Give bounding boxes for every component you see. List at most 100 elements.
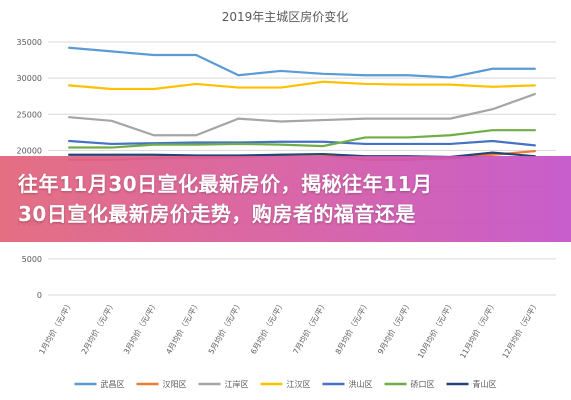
data-point xyxy=(406,143,409,145)
data-point xyxy=(237,74,240,77)
data-point xyxy=(68,153,71,156)
x-tick-label: 2月均价（元/平） xyxy=(79,299,118,356)
y-tick-label: 20000 xyxy=(17,146,42,155)
data-point xyxy=(152,54,155,56)
legend: 武昌区 汉阳区 江岸区 江汉区 洪山区 硚口区 青山区 xyxy=(74,379,497,389)
chart-title: 2019年主城区房价变化 xyxy=(222,9,349,24)
x-tick-label: 5月均价（元/平） xyxy=(206,299,245,356)
data-point xyxy=(533,144,536,147)
x-tick-label: 3月均价（元/平） xyxy=(121,299,160,356)
series-layer xyxy=(68,46,536,161)
data-point xyxy=(449,143,452,145)
headline-line-1: 往年11月30日宣化最新房价，揭秘往年11月 xyxy=(18,172,433,196)
data-point xyxy=(279,70,282,72)
series-line xyxy=(68,129,536,149)
data-point xyxy=(491,151,494,154)
data-point xyxy=(237,86,240,89)
data-point xyxy=(491,153,494,156)
data-point xyxy=(491,108,494,111)
series-line xyxy=(68,80,536,91)
data-point xyxy=(152,88,155,90)
data-point xyxy=(322,72,325,75)
data-point xyxy=(322,140,325,143)
data-point xyxy=(322,153,325,155)
series-line xyxy=(68,139,536,147)
legend-label: 洪山区 xyxy=(349,379,373,389)
legend-label: 硚口区 xyxy=(411,380,435,389)
data-point xyxy=(449,76,452,79)
data-point xyxy=(533,84,536,87)
data-point xyxy=(491,85,494,88)
data-point xyxy=(533,129,536,132)
data-point xyxy=(279,120,282,123)
data-point xyxy=(152,153,155,156)
legend-label: 江岸区 xyxy=(225,380,249,389)
headline-line-2: 30日宣化最新房价走势，购房者的福音还是 xyxy=(18,202,416,226)
legend-label: 江汉区 xyxy=(287,380,311,389)
data-point xyxy=(195,141,198,144)
x-tick-label: 10月均价（元/平） xyxy=(415,299,456,360)
series-line xyxy=(68,92,536,137)
data-point xyxy=(195,134,198,137)
data-point xyxy=(110,88,113,90)
x-tick-label: 8月均价（元/平） xyxy=(333,299,372,356)
data-point xyxy=(533,150,536,153)
data-point xyxy=(152,134,155,137)
data-point xyxy=(68,146,71,149)
data-point xyxy=(406,117,409,120)
x-tick-label: 12月均价（元/平） xyxy=(500,299,541,360)
legend-label: 汉阳区 xyxy=(163,380,187,389)
series-line xyxy=(68,46,536,79)
data-point xyxy=(449,134,452,137)
data-point xyxy=(533,67,536,70)
data-point xyxy=(152,143,155,146)
data-point xyxy=(364,136,367,139)
x-tick-label: 6月均价（元/平） xyxy=(248,299,287,356)
y-tick-label: 25000 xyxy=(17,110,42,119)
data-point xyxy=(279,140,282,143)
data-point xyxy=(237,154,240,157)
data-point xyxy=(237,143,240,145)
data-point xyxy=(68,116,71,119)
data-point xyxy=(322,119,325,121)
y-tick-label: 35000 xyxy=(17,38,42,47)
data-point xyxy=(406,136,409,139)
data-point xyxy=(195,83,198,85)
data-point xyxy=(491,67,494,70)
data-point xyxy=(533,93,536,95)
data-point xyxy=(195,154,198,157)
data-point xyxy=(279,153,282,156)
data-point xyxy=(110,143,113,145)
y-tick-label: 30000 xyxy=(17,74,42,83)
data-point xyxy=(449,117,452,120)
data-point xyxy=(491,129,494,132)
data-point xyxy=(68,140,71,142)
data-point xyxy=(195,54,198,56)
y-tick-label: 5000 xyxy=(22,255,42,264)
data-point xyxy=(68,46,71,49)
data-point xyxy=(364,74,367,77)
data-point xyxy=(364,83,367,85)
data-point xyxy=(406,83,409,86)
x-tick-label: 1月均价（元/平） xyxy=(36,299,75,356)
x-tick-label: 7月均价（元/平） xyxy=(290,299,329,356)
legend-label: 武昌区 xyxy=(101,379,125,389)
data-point xyxy=(110,119,113,122)
data-point xyxy=(322,145,325,147)
x-axis-ticks: 1月均价（元/平） 2月均价（元/平） 3月均价（元/平） 4月均价（元/平） 5月均价… xyxy=(36,299,540,360)
data-point xyxy=(491,140,494,142)
legend-label: 青山区 xyxy=(473,379,497,389)
data-point xyxy=(110,146,113,149)
data-point xyxy=(110,153,113,156)
y-tick-label: 0 xyxy=(37,291,42,300)
headline-banner: 往年11月30日宣化最新房价，揭秘往年11月 30日宣化最新房价走势，购房者的福… xyxy=(0,156,571,242)
data-point xyxy=(68,84,71,87)
data-point xyxy=(237,117,240,120)
data-point xyxy=(195,143,198,146)
x-tick-label: 11月均价（元/平） xyxy=(457,299,498,360)
data-point xyxy=(364,117,367,120)
x-tick-label: 9月均价（元/平） xyxy=(375,299,414,356)
data-point xyxy=(449,83,452,86)
data-point xyxy=(279,86,282,89)
x-tick-label: 4月均价（元/平） xyxy=(163,299,202,356)
